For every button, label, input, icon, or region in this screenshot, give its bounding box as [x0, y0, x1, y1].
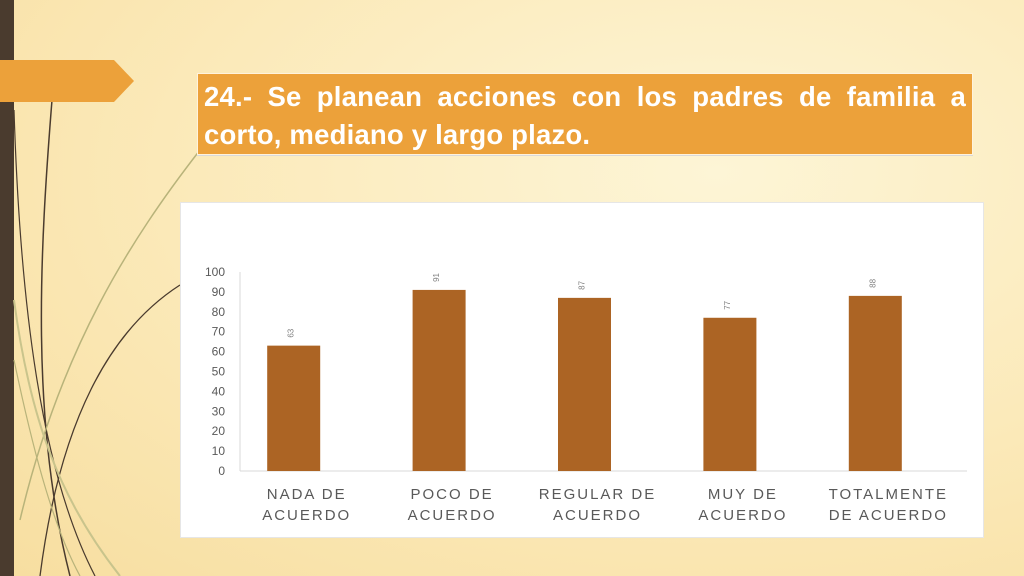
category-label: NADA DE	[267, 486, 347, 503]
slide-title: 24.- Se planean acciones con los padres …	[204, 81, 966, 150]
data-label: 63	[287, 328, 296, 337]
data-label: 88	[868, 278, 877, 287]
y-tick-label: 10	[212, 444, 226, 458]
category-label: REGULAR DE	[539, 486, 657, 503]
left-accent-bar	[0, 0, 14, 576]
category-label: ACUERDO	[408, 507, 497, 524]
data-label: 87	[578, 280, 587, 289]
category-label: DE ACUERDO	[829, 507, 948, 524]
y-tick-label: 60	[212, 345, 226, 359]
category-label: ACUERDO	[698, 507, 787, 524]
data-label: 77	[723, 300, 732, 309]
bar-chart: 0 10 20 30 40 50 60 70 80 90 100 63 NADA DE ACUERDO 91…	[205, 265, 967, 524]
data-label: 91	[432, 272, 441, 281]
category-label: POCO DE	[411, 486, 494, 503]
category-label: ACUERDO	[262, 507, 351, 524]
chart-panel: 0 10 20 30 40 50 60 70 80 90 100 63 NADA DE ACUERDO 91…	[180, 202, 984, 538]
bar	[703, 317, 757, 471]
title-box: 24.- Se planean acciones con los padres …	[197, 73, 973, 155]
y-tick-label: 0	[218, 464, 225, 478]
arrow-tab-shape	[0, 60, 134, 102]
y-tick-label: 30	[212, 404, 226, 418]
decorative-curves	[13, 99, 200, 576]
category-label: ACUERDO	[553, 507, 642, 524]
category-label: MUY DE	[708, 486, 778, 503]
category-label: TOTALMENTE	[829, 486, 948, 503]
y-tick-label: 20	[212, 424, 226, 438]
bar	[412, 289, 466, 471]
y-tick-label: 70	[212, 325, 226, 339]
bar	[267, 345, 321, 471]
y-tick-label: 100	[205, 265, 225, 279]
y-tick-label: 40	[212, 384, 226, 398]
y-tick-label: 50	[212, 365, 226, 379]
y-tick-label: 80	[212, 305, 226, 319]
bar	[558, 297, 611, 471]
bar	[848, 295, 902, 471]
y-tick-label: 90	[212, 285, 226, 299]
